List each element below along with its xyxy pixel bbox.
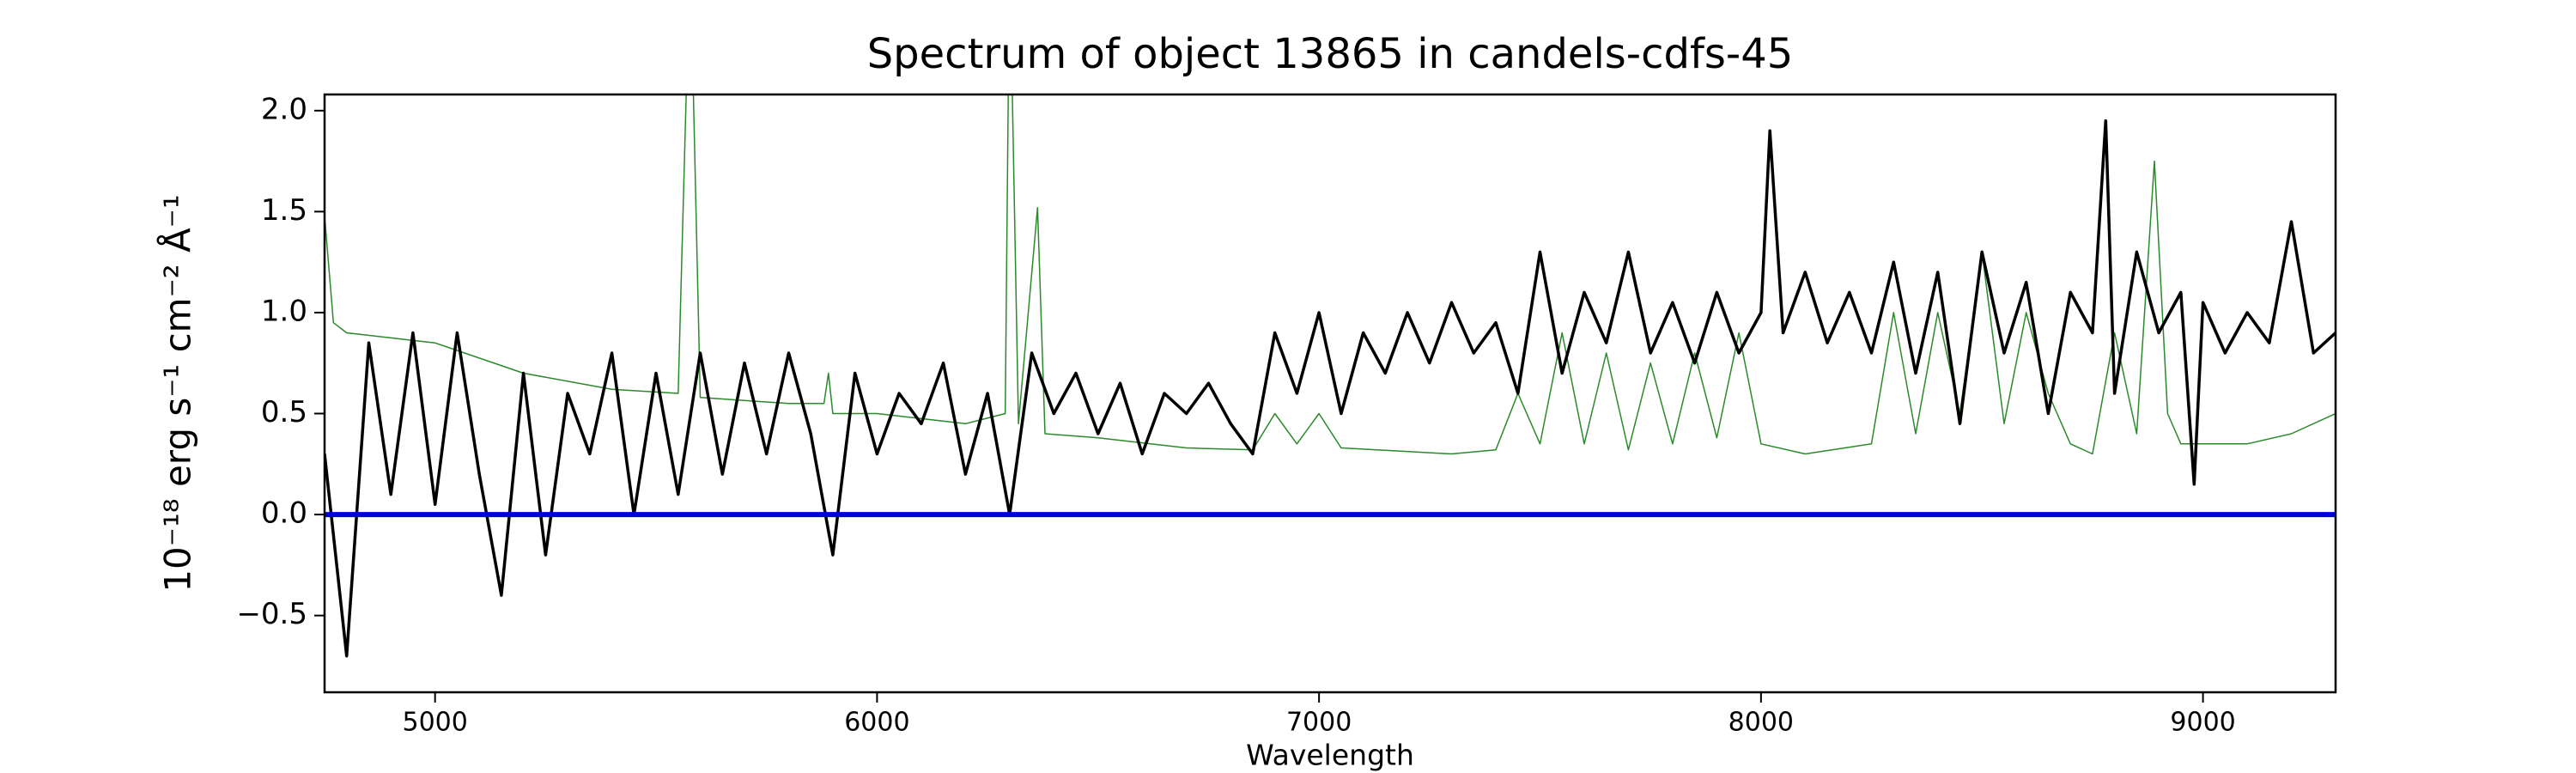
y-tick-label: 1.5: [261, 193, 307, 228]
axes-frame: [323, 93, 2337, 694]
x-axis-label: Wavelength: [1246, 739, 1414, 772]
x-tick-label: 7000: [1286, 708, 1352, 738]
y-tick-label: 1.0: [261, 294, 307, 328]
y-axis-label: 10⁻¹⁸ erg s⁻¹ cm⁻² Å⁻¹: [156, 194, 199, 592]
x-tick-label: 9000: [2170, 708, 2235, 738]
y-tick-label: −0.5: [236, 597, 307, 631]
y-tick-label: 0.0: [261, 496, 307, 531]
x-tick-label: 5000: [403, 708, 468, 738]
x-tick-label: 6000: [844, 708, 909, 738]
y-tick-label: 0.5: [261, 395, 307, 429]
plot-area: [325, 94, 2336, 658]
spectrum-line: [325, 119, 2336, 658]
spectrum-line: [325, 94, 2336, 455]
x-tick-label: 8000: [1728, 708, 1794, 738]
chart-title: Spectrum of object 13865 in candels-cdfs…: [867, 30, 1794, 78]
y-tick-label: 2.0: [261, 92, 307, 126]
